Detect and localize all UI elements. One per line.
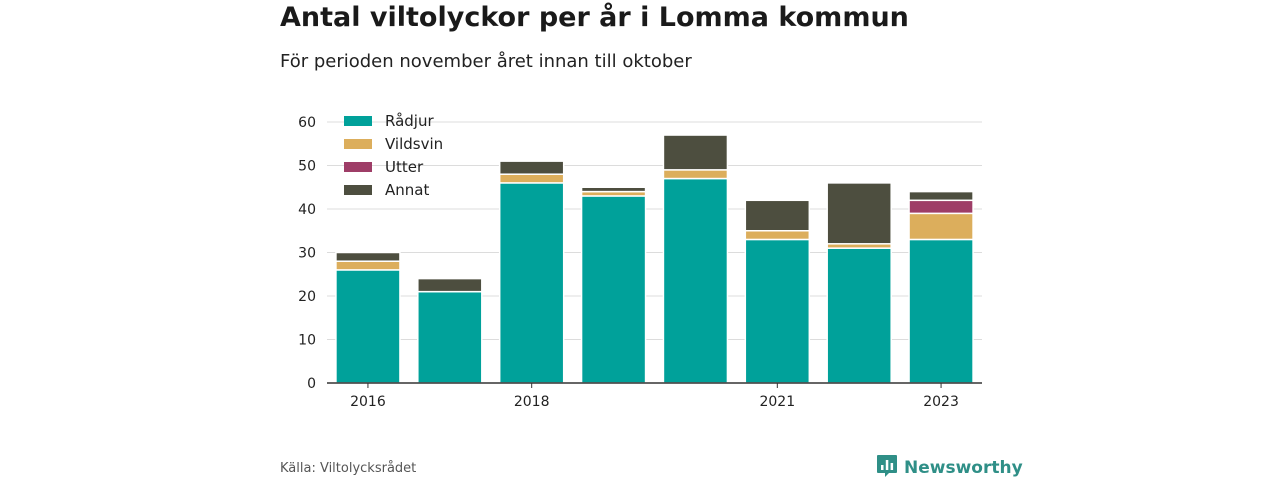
x-tick-label: 2016: [350, 394, 386, 410]
bar-segment: [908, 199, 974, 215]
bar-segment: [498, 182, 565, 384]
bar-segment: [498, 173, 565, 184]
y-tick-label: 50: [298, 159, 316, 175]
y-tick-label: 10: [298, 333, 316, 349]
y-tick-label: 40: [298, 202, 316, 218]
bar-segment: [335, 260, 401, 271]
bar-segment: [335, 251, 401, 262]
legend-swatch: [344, 139, 372, 149]
brand-name: Newsworthy: [904, 458, 1023, 478]
bar-segment: [662, 177, 729, 384]
bar-segment: [826, 247, 892, 384]
bar-segment: [662, 134, 729, 171]
legend-label: Rådjur: [385, 112, 434, 130]
bar-chart-logo-icon: [876, 454, 898, 482]
legend-label: Utter: [385, 158, 424, 176]
bar-segment: [908, 190, 974, 202]
y-tick-label: 20: [298, 289, 316, 305]
legend-swatch: [344, 185, 372, 195]
brand-logo[interactable]: Newsworthy: [876, 455, 1023, 481]
legend-swatch: [344, 116, 372, 126]
y-tick-label: 0: [307, 376, 316, 392]
y-tick-label: 60: [298, 115, 316, 131]
bar-segment: [335, 269, 401, 384]
legend-label: Annat: [385, 181, 429, 199]
bar-segment: [417, 277, 483, 293]
bar-segment: [908, 212, 974, 241]
bar-segment: [744, 238, 811, 384]
bar-segment: [744, 199, 811, 232]
x-tick-label: 2018: [514, 394, 550, 410]
x-tick-label: 2021: [759, 394, 795, 410]
source-note: Källa: Viltolycksrådet: [280, 461, 417, 476]
x-tick-label: 2023: [923, 394, 959, 410]
bar-segment: [662, 169, 729, 180]
bar-segment: [580, 186, 647, 193]
bar-segment: [580, 195, 647, 384]
chart-title: Antal viltolyckor per år i Lomma kommun: [280, 2, 909, 33]
bar-segment: [417, 290, 483, 384]
y-tick-label: 30: [298, 246, 316, 262]
bar-segment: [908, 238, 974, 384]
bar-segment: [826, 182, 892, 245]
legend-swatch: [344, 162, 372, 172]
bar-segment: [498, 160, 565, 175]
legend-label: Vildsvin: [385, 135, 443, 153]
chart-subtitle: För perioden november året innan till ok…: [280, 51, 692, 72]
bar-segment: [744, 230, 811, 241]
